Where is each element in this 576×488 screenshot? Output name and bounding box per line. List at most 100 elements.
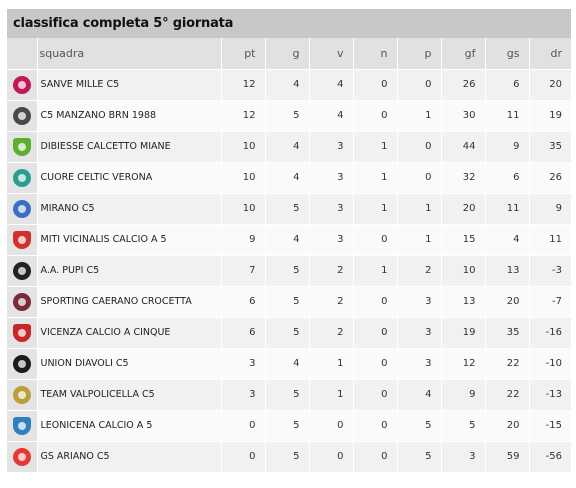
stat-g: 4: [264, 68, 309, 100]
stat-gf: 19: [440, 316, 485, 348]
table-row[interactable]: TEAM VALPOLICELLA C5 3 5 1 0 4 9 22 -13: [7, 378, 571, 410]
stat-g: 4: [264, 223, 309, 255]
table-row[interactable]: LEONICENA CALCIO A 5 0 5 0 0 5 5 20 -15: [7, 409, 571, 441]
team-name[interactable]: GS ARIANO C5: [36, 440, 221, 472]
team-name[interactable]: MITI VICINALIS CALCIO A 5: [36, 223, 221, 255]
standings-body: SANVE MILLE C5 12 4 4 0 0 26 6 20 C5 MANZANO BRN …: [7, 68, 571, 472]
team-logo-cell: [7, 440, 37, 472]
stat-n: 1: [352, 130, 397, 162]
stat-p: 3: [396, 285, 441, 317]
team-name[interactable]: LEONICENA CALCIO A 5: [36, 409, 221, 441]
team-logo-cell: [7, 409, 37, 441]
header-gf: gf: [440, 38, 485, 69]
sporting-caerano-logo-icon: [12, 292, 31, 311]
stat-v: 1: [308, 378, 353, 410]
stat-v: 1: [308, 347, 353, 379]
valpolicella-logo-icon: [12, 385, 31, 404]
table-row[interactable]: SPORTING CAERANO CROCETTA 6 5 2 0 3 13 20 -7: [7, 285, 571, 317]
stat-n: 0: [352, 378, 397, 410]
team-name[interactable]: SANVE MILLE C5: [36, 68, 221, 100]
team-logo-cell: [7, 99, 37, 131]
stat-pt: 6: [220, 285, 265, 317]
stat-pt: 10: [220, 192, 265, 224]
team-logo-cell: [7, 347, 37, 379]
team-name[interactable]: C5 MANZANO BRN 1988: [36, 99, 221, 131]
standings-title: classifica completa 5° giornata: [7, 9, 571, 38]
stat-n: 0: [352, 316, 397, 348]
stat-g: 5: [264, 316, 309, 348]
header-p: p: [396, 38, 441, 69]
table-row[interactable]: MIRANO C5 10 5 3 1 1 20 11 9: [7, 192, 571, 224]
standings-table: squadra pt g v n p gf gs dr SANVE MILLE …: [7, 38, 571, 472]
stat-pt: 0: [220, 440, 265, 472]
stat-g: 5: [264, 440, 309, 472]
stat-n: 1: [352, 192, 397, 224]
stat-n: 0: [352, 347, 397, 379]
stat-gs: 11: [484, 192, 529, 224]
stat-pt: 3: [220, 347, 265, 379]
stat-p: 1: [396, 192, 441, 224]
stat-pt: 10: [220, 130, 265, 162]
vicenza-logo-icon: [12, 323, 31, 342]
team-logo-cell: [7, 254, 37, 286]
stat-v: 3: [308, 223, 353, 255]
dibiesse-logo-icon: [12, 137, 31, 156]
stat-dr: -10: [528, 347, 571, 379]
stat-n: 0: [352, 409, 397, 441]
stat-n: 0: [352, 223, 397, 255]
stat-gs: 59: [484, 440, 529, 472]
header-gs: gs: [484, 38, 529, 69]
table-row[interactable]: A.A. PUPI C5 7 5 2 1 2 10 13 -3: [7, 254, 571, 286]
team-logo-cell: [7, 378, 37, 410]
stat-gf: 9: [440, 378, 485, 410]
stat-dr: 26: [528, 161, 571, 193]
stat-gf: 3: [440, 440, 485, 472]
stat-v: 0: [308, 409, 353, 441]
stat-p: 0: [396, 130, 441, 162]
team-logo-cell: [7, 285, 37, 317]
stat-n: 0: [352, 99, 397, 131]
header-logo: [7, 38, 37, 69]
stat-g: 4: [264, 130, 309, 162]
stat-dr: 35: [528, 130, 571, 162]
stat-v: 3: [308, 161, 353, 193]
stat-n: 0: [352, 68, 397, 100]
table-row[interactable]: VICENZA CALCIO A CINQUE 6 5 2 0 3 19 35 -16: [7, 316, 571, 348]
stat-dr: -56: [528, 440, 571, 472]
stat-g: 5: [264, 254, 309, 286]
stat-gf: 20: [440, 192, 485, 224]
team-logo-cell: [7, 192, 37, 224]
stat-p: 4: [396, 378, 441, 410]
team-name[interactable]: MIRANO C5: [36, 192, 221, 224]
header-team: squadra: [36, 38, 221, 69]
cuore-celtic-logo-icon: [12, 168, 31, 187]
team-name[interactable]: SPORTING CAERANO CROCETTA: [36, 285, 221, 317]
stat-dr: 19: [528, 99, 571, 131]
table-row[interactable]: C5 MANZANO BRN 1988 12 5 4 0 1 30 11 19: [7, 99, 571, 131]
team-name[interactable]: TEAM VALPOLICELLA C5: [36, 378, 221, 410]
stat-pt: 12: [220, 68, 265, 100]
team-name[interactable]: CUORE CELTIC VERONA: [36, 161, 221, 193]
table-row[interactable]: MITI VICINALIS CALCIO A 5 9 4 3 0 1 15 4 11: [7, 223, 571, 255]
team-name[interactable]: DIBIESSE CALCETTO MIANE: [36, 130, 221, 162]
stat-gs: 35: [484, 316, 529, 348]
stat-dr: 11: [528, 223, 571, 255]
stat-g: 5: [264, 285, 309, 317]
team-name[interactable]: UNION DIAVOLI C5: [36, 347, 221, 379]
team-name[interactable]: A.A. PUPI C5: [36, 254, 221, 286]
table-row[interactable]: SANVE MILLE C5 12 4 4 0 0 26 6 20: [7, 68, 571, 100]
table-row[interactable]: GS ARIANO C5 0 5 0 0 5 3 59 -56: [7, 440, 571, 472]
stat-n: 1: [352, 254, 397, 286]
header-n: n: [352, 38, 397, 69]
table-row[interactable]: DIBIESSE CALCETTO MIANE 10 4 3 1 0 44 9 35: [7, 130, 571, 162]
stat-g: 4: [264, 161, 309, 193]
stat-g: 4: [264, 347, 309, 379]
stat-n: 1: [352, 161, 397, 193]
team-logo-cell: [7, 68, 37, 100]
stat-p: 5: [396, 409, 441, 441]
team-name[interactable]: VICENZA CALCIO A CINQUE: [36, 316, 221, 348]
stat-pt: 6: [220, 316, 265, 348]
table-row[interactable]: CUORE CELTIC VERONA 10 4 3 1 0 32 6 26: [7, 161, 571, 193]
stat-gs: 4: [484, 223, 529, 255]
table-row[interactable]: UNION DIAVOLI C5 3 4 1 0 3 12 22 -10: [7, 347, 571, 379]
